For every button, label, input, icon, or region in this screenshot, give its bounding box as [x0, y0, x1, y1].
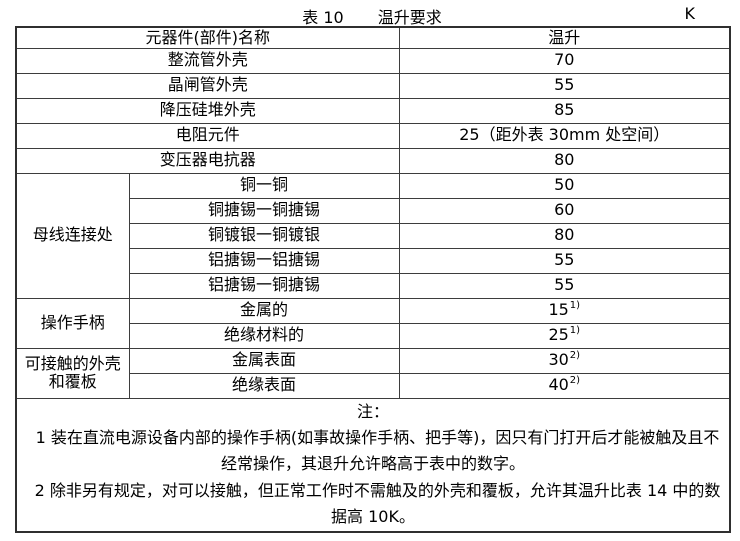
component-name: 铝搪锡一铝搪锡: [128, 247, 400, 274]
component-name: 金属的: [128, 297, 400, 324]
rise-value: 251): [398, 322, 731, 349]
component-name: 铝搪锡一铜搪锡: [128, 272, 400, 299]
table-row: 晶闸管外壳 55: [15, 72, 731, 99]
rise-number: 25: [548, 325, 569, 345]
table-row: 铝搪锡一铜搪锡 55: [16, 272, 731, 299]
table-row: 降压硅堆外壳 85: [15, 97, 731, 124]
rise-number: 15: [548, 300, 569, 320]
component-name: 绝缘表面: [128, 372, 400, 399]
table-row: 绝缘材料的 251): [16, 322, 731, 349]
component-name: 整流管外壳: [15, 47, 400, 74]
component-name: 降压硅堆外壳: [15, 97, 400, 124]
table-row: 整流管外壳 70: [15, 47, 731, 74]
temperature-rise-table: 元器件(部件)名称 温升 整流管外壳 70 晶闸管外壳 55 降压硅堆外壳 85…: [15, 26, 731, 533]
table-row: 铜镀银一铜镀银 80: [16, 222, 731, 249]
notes-section: 注： 1 装在直流电源设备内部的操作手柄(如事故操作手柄、把手等)，因只有门打开…: [15, 397, 731, 532]
rise-number: 30: [548, 350, 569, 370]
rise-value: 55: [398, 72, 731, 99]
component-name: 晶闸管外壳: [15, 72, 400, 99]
table-caption: 表 10 温升要求 K: [15, 0, 729, 27]
note-item-2: 2 除非另有规定，对可以接触，但正常工作时不需触及的外壳和覆板，允许其温升比表 …: [34, 480, 721, 527]
rise-value: 80: [398, 222, 731, 249]
rise-value: 302): [398, 347, 731, 374]
rise-value: 402): [398, 372, 731, 399]
header-row: 元器件(部件)名称 温升: [15, 26, 731, 49]
rise-value: 151): [398, 297, 731, 324]
rise-value: 70: [398, 47, 731, 74]
rise-value: 80: [398, 147, 731, 174]
table-row: 可接触的外壳和覆板 金属表面 302): [15, 347, 731, 399]
table-row: 绝缘表面 402): [16, 372, 731, 399]
rise-value: 55: [398, 247, 731, 274]
component-name: 绝缘材料的: [128, 322, 400, 349]
footnote-marker: 2): [569, 349, 581, 361]
component-name: 铜搪锡一铜搪锡: [128, 197, 400, 224]
table-row: 操作手柄 金属的 151): [15, 297, 731, 349]
group-name-touchable-enclosure: 可接触的外壳和覆板: [15, 347, 130, 399]
rise-value: 60: [398, 197, 731, 224]
group-name-operating-handle: 操作手柄: [15, 297, 130, 349]
rise-value: 55: [398, 272, 731, 299]
notes-label: 注：: [356, 401, 389, 421]
table-row: 铝搪锡一铝搪锡 55: [16, 247, 731, 274]
table-row: 电阻元件 25（距外表 30mm 处空间）: [15, 122, 731, 149]
table-title: 温升要求: [377, 8, 442, 27]
table-row: 铜搪锡一铜搪锡 60: [16, 197, 731, 224]
rise-number: 40: [548, 375, 569, 395]
header-temperature-rise: 温升: [398, 26, 731, 49]
component-name: 电阻元件: [15, 122, 400, 149]
table-row: 母线连接处 铜一铜 50: [15, 172, 731, 299]
component-name: 金属表面: [128, 347, 400, 374]
footnote-marker: 1): [569, 299, 581, 311]
group-name-busbar-joints: 母线连接处: [15, 172, 130, 299]
component-name: 铜镀银一铜镀银: [128, 222, 400, 249]
rise-value: 50: [398, 172, 731, 199]
component-name: 铜一铜: [128, 172, 400, 199]
header-component-name: 元器件(部件)名称: [15, 26, 400, 49]
notes-row: 注： 1 装在直流电源设备内部的操作手柄(如事故操作手柄、把手等)，因只有门打开…: [15, 397, 731, 532]
footnote-marker: 1): [569, 324, 581, 336]
unit-label: K: [684, 4, 696, 23]
table-row: 变压器电抗器 80: [15, 147, 731, 174]
rise-value: 25（距外表 30mm 处空间）: [398, 122, 731, 149]
footnote-marker: 2): [569, 374, 581, 386]
note-item-1: 1 装在直流电源设备内部的操作手柄(如事故操作手柄、把手等)，因只有门打开后才能…: [35, 427, 720, 474]
component-name: 变压器电抗器: [15, 147, 400, 174]
table-number: 表 10: [302, 8, 344, 27]
rise-value: 85: [398, 97, 731, 124]
